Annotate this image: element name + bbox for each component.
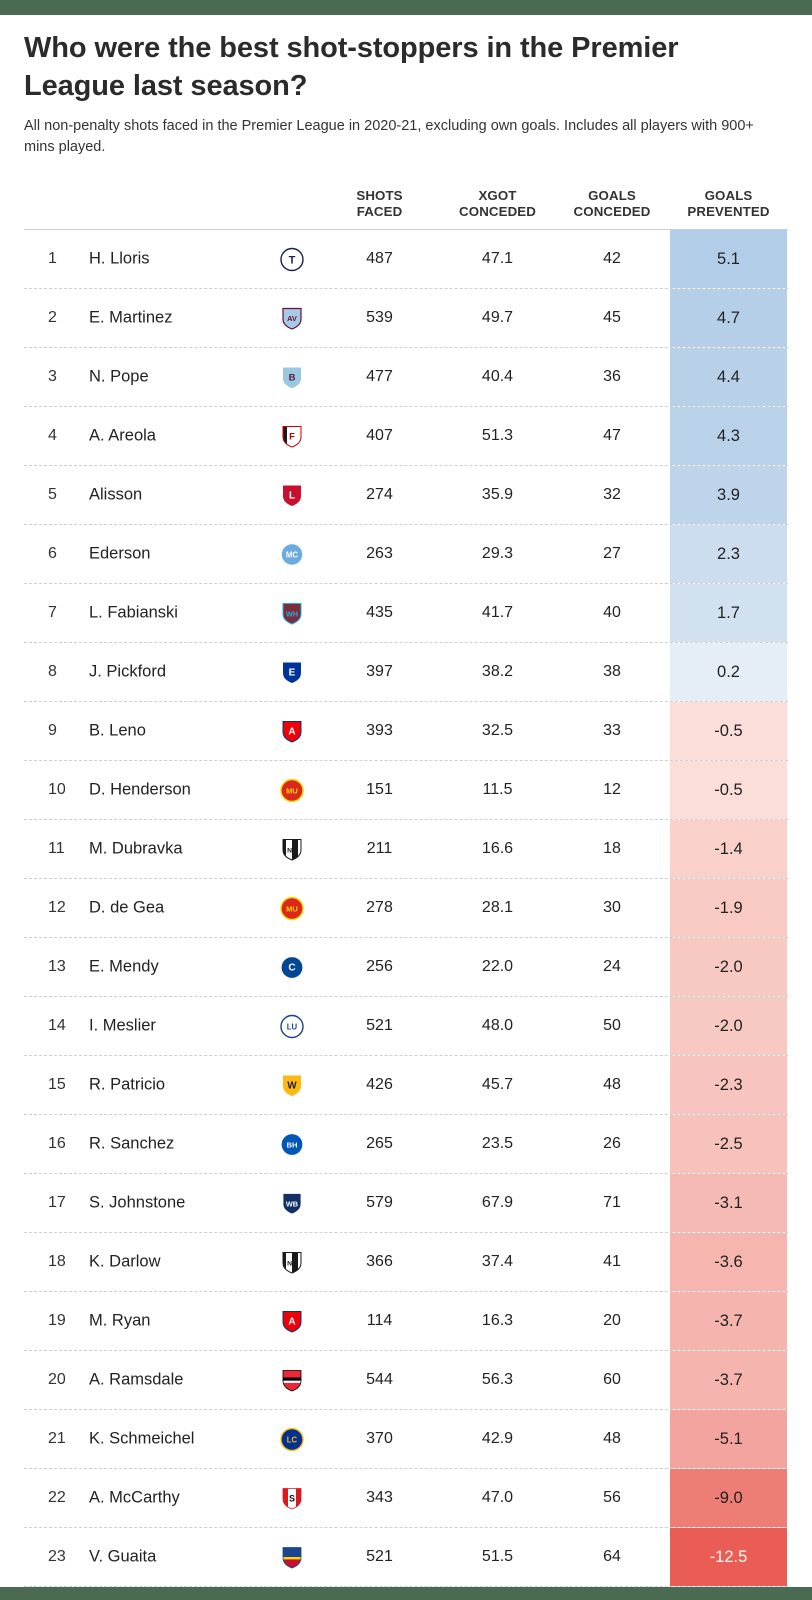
svg-text:NU: NU bbox=[287, 847, 297, 854]
svg-text:T: T bbox=[289, 254, 296, 266]
svg-text:MU: MU bbox=[286, 786, 298, 795]
svg-text:LU: LU bbox=[287, 1022, 298, 1031]
svg-text:W: W bbox=[287, 1080, 297, 1091]
svg-text:LC: LC bbox=[287, 1435, 298, 1444]
svg-text:F: F bbox=[289, 431, 295, 442]
svg-text:B: B bbox=[289, 372, 296, 383]
svg-text:A: A bbox=[288, 726, 295, 737]
svg-text:MU: MU bbox=[286, 904, 298, 913]
svg-text:MC: MC bbox=[286, 550, 298, 559]
svg-text:A: A bbox=[288, 1316, 295, 1327]
svg-text:WB: WB bbox=[286, 1199, 298, 1208]
svg-text:NU: NU bbox=[287, 1260, 297, 1267]
svg-text:E: E bbox=[289, 667, 296, 678]
svg-text:WH: WH bbox=[286, 609, 298, 618]
svg-text:L: L bbox=[289, 490, 295, 501]
svg-text:BH: BH bbox=[287, 1140, 298, 1149]
svg-text:S: S bbox=[289, 1493, 295, 1503]
svg-text:C: C bbox=[288, 962, 295, 973]
svg-text:AV: AV bbox=[287, 314, 297, 323]
